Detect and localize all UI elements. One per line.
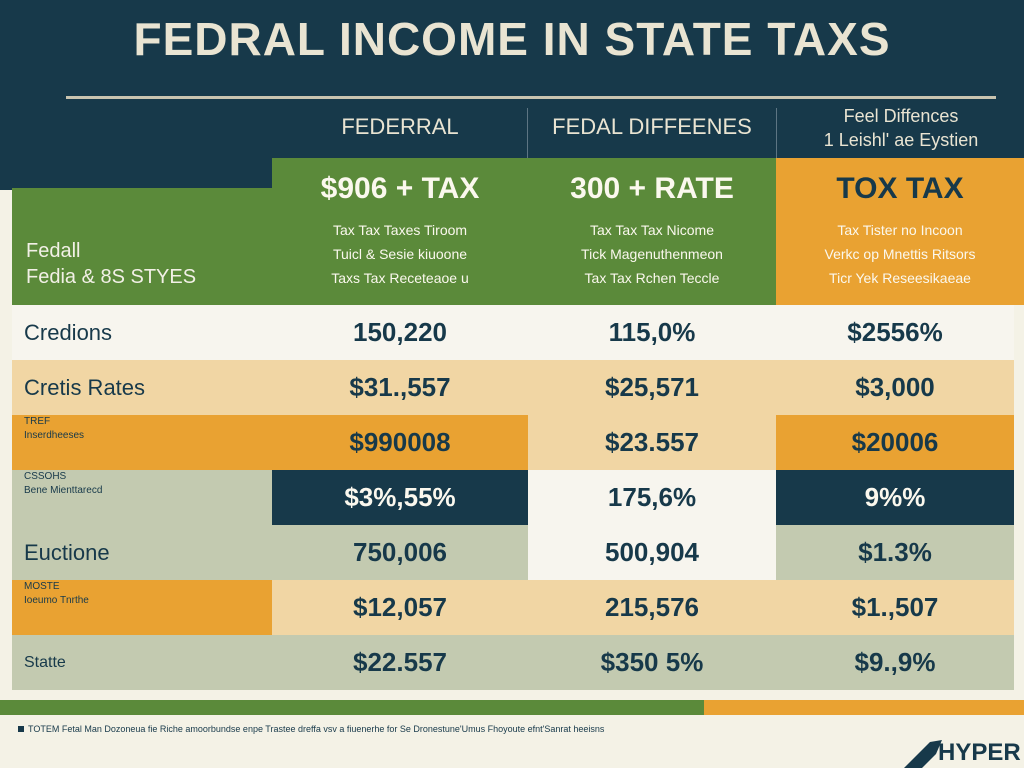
column-header-differences: FEDAL DIFFEENES: [552, 114, 752, 139]
column-header-third-line1: Feel Diffences: [843, 106, 959, 126]
value-cell: $12,057: [272, 580, 528, 635]
footer-note: TOTEM Fetal Man Dozoneua fie Riche amoor…: [16, 724, 656, 734]
brand-logo: HYPER: [904, 739, 1021, 768]
row-label: Cretis Rates: [24, 374, 146, 400]
row-label-cell: Euctione: [12, 525, 272, 580]
column-header-federal: FEDERRAL: [341, 114, 459, 139]
row-sublabel: Inserdheeses: [24, 430, 85, 441]
table-row: Credions 150,220 115,0% $2556%: [12, 305, 1014, 360]
column-divider: [527, 108, 528, 158]
column-header-third-line2: 1 Leishl' ae Eystien: [823, 130, 979, 150]
row-sublabel: Bene Mienttarecd: [24, 485, 103, 496]
plan-description-line: Tick Magenuthenmeon: [581, 246, 723, 262]
label-card-subtitle: Fedia & 8S STYES: [26, 266, 197, 288]
brand-text: HYPER: [938, 739, 1021, 766]
value-cell: $9.,9%: [776, 635, 1014, 690]
table-row: Statte $22.557 $350 5% $9.,9%: [12, 635, 1014, 690]
table-row: Cretis Rates $31.,557 $25,571 $3,000: [12, 360, 1014, 415]
value-cell: $1.3%: [776, 525, 1014, 580]
page-title: FEDRAL INCOME IN STATE TAXS: [133, 13, 891, 65]
bird-icon: [904, 740, 942, 768]
table-row: Euctione 750,006 500,904 $1.3%: [12, 525, 1014, 580]
value-cell: $1.,507: [776, 580, 1014, 635]
footer-bar-green: [0, 700, 704, 715]
plan-description-line: Tax Tister no Incoon: [837, 222, 963, 238]
bullet-icon: [18, 726, 24, 732]
value-cell: 175,6%: [528, 470, 776, 525]
row-label-cell: Cretis Rates: [12, 360, 272, 415]
row-label: Statte: [24, 653, 66, 671]
row-label-cell: Statte: [12, 635, 272, 690]
row-label-cell: CSSOHS Bene Mienttarecd: [12, 470, 272, 525]
value-cell: $3%,55%: [272, 470, 528, 525]
plan-description-line: Tax Tax Tax Nicome: [590, 222, 714, 238]
value-cell: $990008: [272, 415, 528, 470]
row-label: CSSOHS: [24, 471, 67, 482]
value-cell: $2556%: [776, 305, 1014, 360]
plan-card-tax: TOX TAX Tax Tister no Incoon Verkc op Mn…: [776, 158, 1024, 305]
row-label: Credions: [24, 319, 113, 345]
plan-description-line: Taxs Tax Receteaoe u: [331, 270, 469, 286]
row-sublabel: Ioeumo Tnrthe: [24, 595, 89, 606]
value-cell: $22.557: [272, 635, 528, 690]
row-label-card: [12, 188, 272, 305]
label-card-title: Fedall: [26, 240, 81, 262]
plan-card-federal: $906 + TAX Tax Tax Taxes Tiroom Tuicl & …: [272, 158, 528, 305]
value-cell: $20006: [776, 415, 1014, 470]
row-label-cell: MOSTE Ioeumo Tnrthe: [12, 580, 272, 635]
plan-title: 300 + RATE: [570, 172, 734, 205]
row-label-cell: TREF Inserdheeses: [12, 415, 272, 470]
value-cell: 150,220: [272, 305, 528, 360]
plan-title: $906 + TAX: [320, 172, 480, 205]
plan-description-line: Verkc op Mnettis Ritsors: [824, 246, 976, 262]
footer-bar-orange: [704, 700, 1024, 715]
row-label: Euctione: [24, 539, 110, 565]
value-cell: 9%%: [776, 470, 1014, 525]
table-row: CSSOHS Bene Mienttarecd $3%,55% 175,6% 9%%: [12, 470, 1014, 525]
table-row: TREF Inserdheeses $990008 $23.557 $20006: [12, 415, 1014, 470]
value-cell: 500,904: [528, 525, 776, 580]
row-label-cell: Credions: [12, 305, 272, 360]
plan-card-rate: 300 + RATE Tax Tax Tax Nicome Tick Magen…: [528, 158, 776, 305]
footer-note-text: TOTEM Fetal Man Dozoneua fie Riche amoor…: [28, 724, 605, 734]
plan-description-line: Tax Tax Rchen Teccle: [584, 270, 720, 286]
value-cell: $23.557: [528, 415, 776, 470]
column-divider: [776, 108, 777, 158]
value-cell: $350 5%: [528, 635, 776, 690]
plan-description-line: Tax Tax Taxes Tiroom: [332, 222, 468, 238]
value-cell: 215,576: [528, 580, 776, 635]
plan-description-line: Ticr Yek Reseesikaeae: [829, 270, 971, 286]
table-row: MOSTE Ioeumo Tnrthe $12,057 215,576 $1.,507: [12, 580, 1014, 635]
value-cell: $3,000: [776, 360, 1014, 415]
title-divider: [66, 96, 996, 99]
row-label: TREF: [24, 416, 51, 427]
value-cell: $31.,557: [272, 360, 528, 415]
plan-title: TOX TAX: [836, 172, 964, 205]
row-label: MOSTE: [24, 581, 60, 592]
value-cell: $25,571: [528, 360, 776, 415]
value-cell: 750,006: [272, 525, 528, 580]
column-header-third: Feel Diffences 1 Leishl' ae Eystien: [778, 104, 1024, 152]
plan-description-line: Tuicl & Sesie kiuoone: [332, 246, 468, 262]
value-cell: 115,0%: [528, 305, 776, 360]
